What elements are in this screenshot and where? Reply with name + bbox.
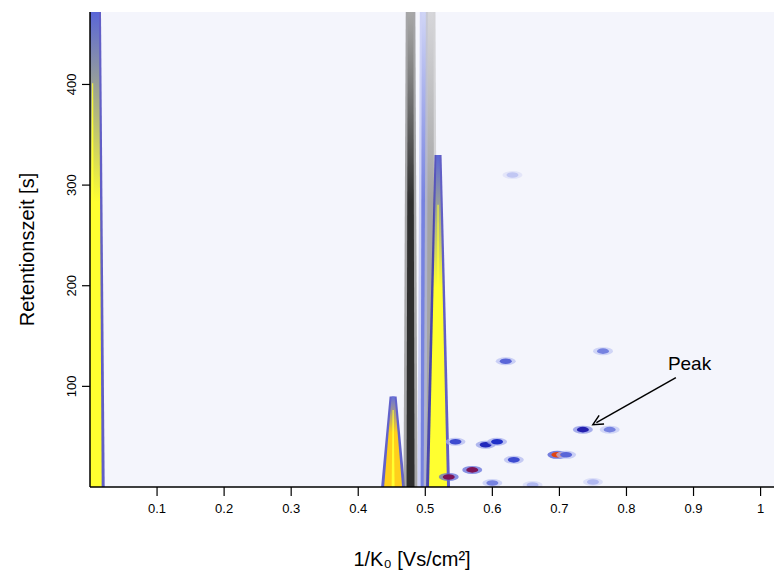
x-tick — [291, 487, 292, 496]
x-tick — [358, 487, 359, 496]
spot-core — [491, 439, 503, 445]
spot-core — [587, 479, 599, 485]
y-tick — [82, 184, 90, 185]
peak-spot — [487, 438, 507, 446]
spot-halo — [487, 438, 507, 446]
spot-core — [486, 480, 498, 486]
streak-center — [437, 205, 440, 487]
streak — [404, 12, 418, 487]
spot-core — [466, 467, 478, 473]
streak-core — [429, 155, 447, 487]
spot-core — [506, 172, 518, 178]
x-tick — [156, 487, 157, 496]
streak-halo — [381, 396, 405, 487]
x-tick-label: 0.6 — [483, 501, 501, 516]
spot-halo — [504, 456, 524, 464]
x-tick-label: 0.1 — [148, 501, 166, 516]
peak-spot — [502, 171, 522, 179]
y-tick-label: 300 — [64, 174, 79, 196]
peak-spot — [556, 451, 576, 459]
spot-halo — [482, 479, 502, 487]
plot-background — [90, 12, 774, 487]
peak-spot — [593, 347, 613, 355]
streak — [90, 12, 105, 487]
x-tick-label: 0.3 — [282, 501, 300, 516]
streak-center — [392, 410, 395, 487]
peak-spot — [573, 426, 593, 434]
streak-halo — [90, 12, 105, 487]
peak-spot — [462, 466, 482, 474]
streak-center — [91, 83, 94, 487]
streak-halo — [426, 155, 450, 487]
x-tick — [425, 487, 426, 496]
x-tick-label: 0.5 — [416, 501, 434, 516]
x-tick-label: 1 — [757, 501, 764, 516]
peak-spot — [439, 473, 459, 481]
spot-core — [577, 427, 589, 433]
annotation: Peak — [668, 353, 712, 374]
peak-spot — [504, 456, 524, 464]
streak — [426, 155, 450, 487]
x-axis-title: 1/K₀ [Vs/cm²] — [353, 548, 470, 570]
y-axis-line — [89, 12, 91, 487]
y-tick — [82, 386, 90, 387]
x-tick — [760, 487, 761, 496]
annotation-arrow — [596, 378, 676, 423]
x-tick — [224, 487, 225, 496]
peak-spot — [445, 438, 465, 446]
y-tick — [82, 285, 90, 286]
x-tick-label: 0.2 — [215, 501, 233, 516]
x-tick-label: 0.9 — [684, 501, 702, 516]
y-axis-title: Retentionszeit [s] — [16, 173, 38, 326]
x-tick-label: 0.8 — [617, 501, 635, 516]
x-axis-line — [90, 486, 774, 488]
y-tick-label: 400 — [64, 74, 79, 96]
y-tick-label: 200 — [64, 275, 79, 297]
spot-core — [500, 358, 512, 364]
spot-halo — [583, 478, 603, 486]
spot-core — [508, 457, 520, 463]
annotation-arrowhead — [593, 415, 604, 424]
x-tick-label: 0.4 — [349, 501, 367, 516]
spot-halo — [593, 347, 613, 355]
spot-halo — [496, 357, 516, 365]
x-tick-label: 0.7 — [550, 501, 568, 516]
peak-spot — [523, 481, 543, 487]
x-tick — [626, 487, 627, 496]
spot-core — [449, 439, 461, 445]
peak-spot — [496, 357, 516, 365]
spot-core — [560, 452, 572, 458]
peak-spot — [600, 426, 620, 434]
x-tick — [492, 487, 493, 496]
marks — [90, 12, 620, 487]
streak-core — [384, 396, 402, 487]
peak-spot — [482, 479, 502, 487]
y-tick — [82, 84, 90, 85]
spot-halo — [573, 426, 593, 434]
spot-halo — [523, 481, 543, 487]
streak — [381, 396, 405, 487]
spot-core — [604, 427, 616, 433]
spot-core — [597, 348, 609, 354]
streak-halo — [404, 12, 418, 487]
streak-core — [407, 12, 415, 487]
streak-core — [90, 12, 102, 487]
spot-halo — [600, 426, 620, 434]
chart: 0.1 0.2 0.3 0.4 0.5 0.6 0.7 0.8 0.9 1 100 200 300 400… — [0, 0, 782, 586]
x-tick — [559, 487, 560, 496]
spot-halo — [502, 171, 522, 179]
spot-halo — [439, 473, 459, 481]
spot-halo — [556, 451, 576, 459]
x-tick — [693, 487, 694, 496]
spot-core — [443, 474, 455, 480]
spot-halo — [462, 466, 482, 474]
peak-spot — [583, 478, 603, 486]
y-tick-label: 100 — [64, 376, 79, 398]
spot-halo — [445, 438, 465, 446]
